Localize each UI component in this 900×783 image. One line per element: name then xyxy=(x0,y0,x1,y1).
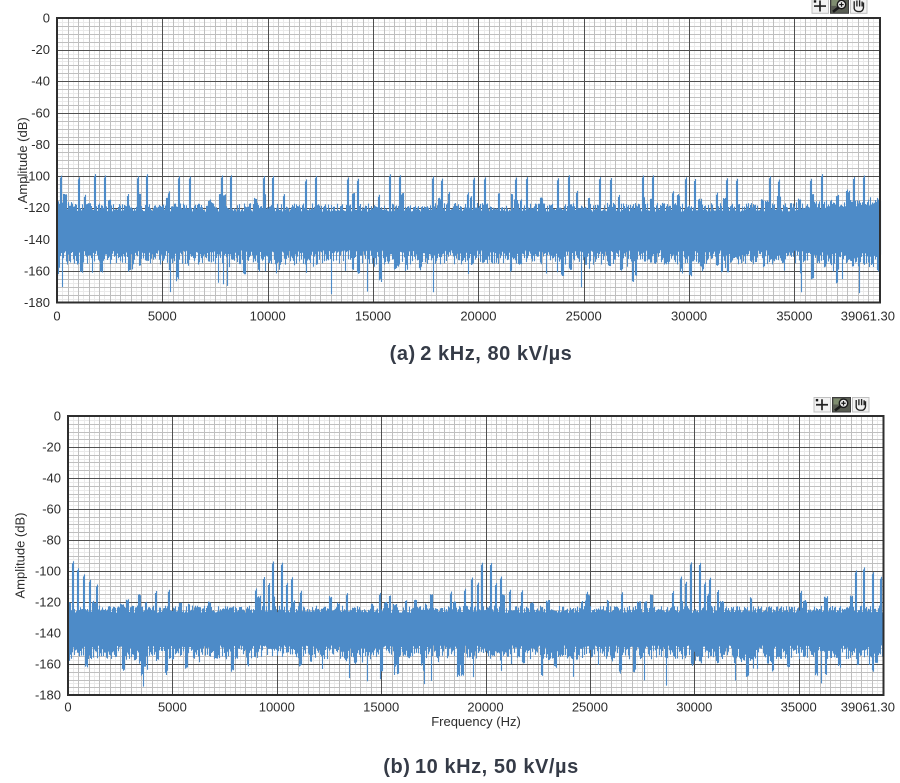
svg-text:30000: 30000 xyxy=(671,309,707,324)
svg-text:39061.30: 39061.30 xyxy=(841,309,895,324)
svg-text:10000: 10000 xyxy=(259,700,295,715)
svg-text:-160: -160 xyxy=(24,263,50,278)
svg-text:-120: -120 xyxy=(24,200,50,215)
svg-text:-80: -80 xyxy=(31,137,50,152)
svg-text:-20: -20 xyxy=(31,42,50,57)
svg-text:10000: 10000 xyxy=(250,309,286,324)
svg-text:35000: 35000 xyxy=(781,700,817,715)
svg-text:-60: -60 xyxy=(42,502,61,517)
svg-text:-100: -100 xyxy=(35,564,61,579)
svg-text:(a) 2 kHz, 80 kV/µs: (a) 2 kHz, 80 kV/µs xyxy=(390,343,573,365)
svg-text:-120: -120 xyxy=(35,595,61,610)
svg-text:-80: -80 xyxy=(42,533,61,548)
svg-text:0: 0 xyxy=(53,309,60,324)
svg-text:Amplitude (dB): Amplitude (dB) xyxy=(15,117,30,203)
svg-text:-160: -160 xyxy=(35,657,61,672)
svg-text:-60: -60 xyxy=(31,105,50,120)
svg-text:25000: 25000 xyxy=(572,700,608,715)
svg-text:35000: 35000 xyxy=(776,309,812,324)
svg-text:20000: 20000 xyxy=(467,700,503,715)
svg-text:15000: 15000 xyxy=(363,700,399,715)
svg-text:0: 0 xyxy=(54,409,61,424)
svg-text:25000: 25000 xyxy=(566,309,602,324)
svg-text:5000: 5000 xyxy=(158,700,187,715)
svg-text:(b) 10 kHz, 50 kV/µs: (b) 10 kHz, 50 kV/µs xyxy=(383,756,579,778)
svg-text:-40: -40 xyxy=(42,471,61,486)
svg-text:39061.30: 39061.30 xyxy=(841,700,895,715)
svg-text:-40: -40 xyxy=(31,74,50,89)
svg-text:0: 0 xyxy=(64,700,71,715)
svg-text:5000: 5000 xyxy=(148,309,177,324)
svg-text:20000: 20000 xyxy=(460,309,496,324)
svg-text:-180: -180 xyxy=(35,688,61,703)
svg-text:-180: -180 xyxy=(24,295,50,310)
svg-text:-20: -20 xyxy=(42,440,61,455)
svg-text:-140: -140 xyxy=(24,232,50,247)
svg-text:Amplitude (dB): Amplitude (dB) xyxy=(13,513,28,599)
svg-text:-100: -100 xyxy=(24,169,50,184)
svg-text:-140: -140 xyxy=(35,626,61,641)
svg-text:15000: 15000 xyxy=(355,309,391,324)
svg-text:Frequency (Hz): Frequency (Hz) xyxy=(431,714,521,729)
svg-text:30000: 30000 xyxy=(676,700,712,715)
svg-text:0: 0 xyxy=(43,11,50,26)
